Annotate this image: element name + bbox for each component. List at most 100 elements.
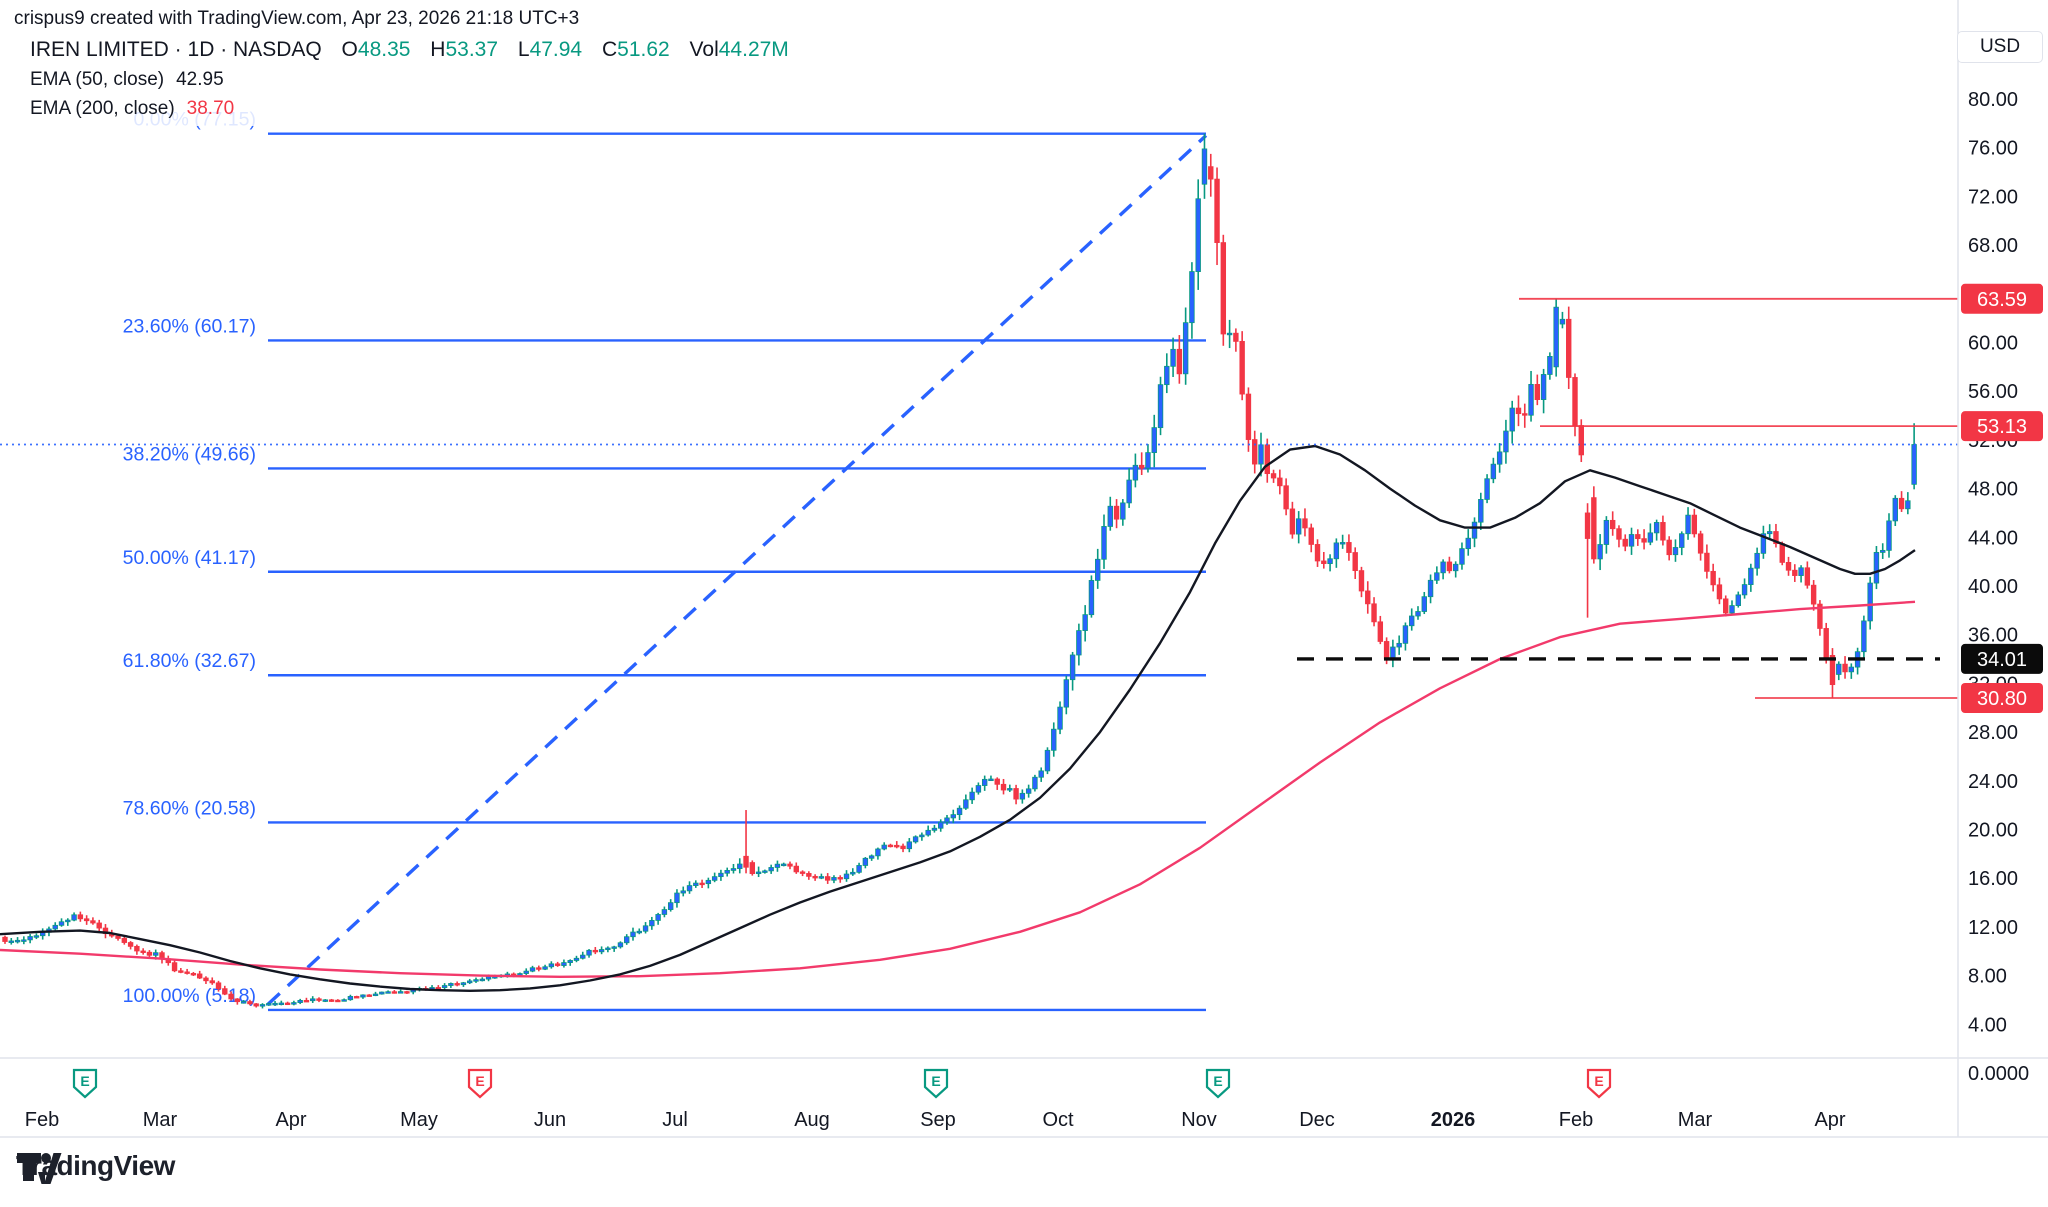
candle-up xyxy=(573,957,580,961)
y-axis-tick: 72.00 xyxy=(1968,186,2018,208)
candle-down xyxy=(1666,539,1672,556)
candle-up xyxy=(523,970,529,974)
earnings-icon[interactable] xyxy=(1586,1068,1612,1099)
ohlc-open: O48.35 xyxy=(341,38,411,61)
candle-up xyxy=(1496,451,1503,465)
candle-up xyxy=(680,890,686,894)
fib-level-label: 78.60% (20.58) xyxy=(123,797,256,819)
candle-up xyxy=(1164,365,1170,386)
currency-badge[interactable]: USD xyxy=(1957,31,2043,63)
earnings-icon[interactable] xyxy=(923,1068,949,1099)
candle-up xyxy=(768,867,774,872)
tradingview-logo[interactable]: TradingView xyxy=(16,1150,175,1184)
candle-down xyxy=(253,1003,259,1007)
candle-down xyxy=(592,949,599,953)
y-axis-tick: 68.00 xyxy=(1968,235,2018,257)
candle-down xyxy=(1000,783,1007,791)
fib-level-label: 38.20% (49.66) xyxy=(123,443,256,465)
candle-down xyxy=(435,987,442,990)
candle-up xyxy=(1547,356,1553,375)
candle-up xyxy=(831,877,837,881)
candle-up xyxy=(862,857,869,866)
price-badge xyxy=(1961,283,2043,314)
ema50-legend[interactable]: EMA (50, close) 42.95 xyxy=(30,69,224,90)
candle-up xyxy=(372,993,379,997)
symbol-title[interactable]: IREN LIMITED · 1D · NASDAQ xyxy=(30,38,322,61)
candle-up xyxy=(1766,531,1773,535)
candle-up xyxy=(1653,522,1660,534)
ema200-value: 38.70 xyxy=(186,98,235,119)
candle-down xyxy=(1176,348,1183,375)
candle-up xyxy=(724,870,730,874)
symbol-legend: IREN LIMITED · 1D · NASDAQ O48.35 H53.37… xyxy=(18,34,801,126)
candle-up xyxy=(693,882,699,886)
month-label: Nov xyxy=(1181,1109,1217,1131)
candle-up xyxy=(781,863,787,867)
candle-down xyxy=(799,871,806,874)
candle-up xyxy=(667,902,674,910)
candle-down xyxy=(787,863,793,867)
ema200-legend[interactable]: EMA (200, close) 38.70 xyxy=(30,98,235,119)
candle-up xyxy=(944,817,950,823)
candle-down xyxy=(1252,439,1258,465)
candle-up xyxy=(636,930,642,934)
month-label: Mar xyxy=(143,1109,178,1131)
candle-up xyxy=(1189,271,1195,324)
fib-level-label: 50.00% (41.17) xyxy=(123,547,256,569)
candle-up xyxy=(1597,544,1603,560)
earnings-icon[interactable] xyxy=(1205,1068,1231,1099)
candle-up xyxy=(52,924,58,930)
candle-up xyxy=(1873,552,1880,584)
candle-up xyxy=(1729,605,1735,614)
candle-down xyxy=(1842,663,1848,673)
candle-up xyxy=(1741,584,1748,596)
candle-up xyxy=(1603,519,1610,545)
fib-trendline[interactable] xyxy=(266,134,1208,1006)
candle-up xyxy=(341,999,347,1002)
candle-down xyxy=(1804,567,1811,586)
candle-up xyxy=(938,821,944,829)
candle-up xyxy=(27,936,33,941)
y-axis-tick: 56.00 xyxy=(1968,381,2018,403)
month-label: Apr xyxy=(275,1109,306,1131)
candle-down xyxy=(366,994,372,997)
candle-up xyxy=(598,949,605,953)
candle-up xyxy=(605,947,611,951)
candle-up xyxy=(153,952,159,956)
candle-down xyxy=(1365,590,1371,605)
earnings-icon[interactable] xyxy=(467,1068,493,1099)
y-axis-tick: 40.00 xyxy=(1968,576,2018,598)
candle-up xyxy=(737,863,743,869)
price-badge xyxy=(1961,683,2043,714)
earnings-icon-letter: E xyxy=(931,1073,940,1089)
candle-down xyxy=(1635,534,1641,540)
earnings-icon[interactable] xyxy=(72,1068,98,1099)
earnings-icon-letter: E xyxy=(80,1073,89,1089)
candle-down xyxy=(203,977,209,982)
candle-up xyxy=(1459,548,1465,565)
month-label: Jun xyxy=(534,1109,566,1131)
candle-down xyxy=(1377,621,1384,642)
candle-up xyxy=(310,998,316,1002)
candle-up xyxy=(485,976,492,980)
candle-up xyxy=(385,991,391,994)
candle-up xyxy=(542,966,548,970)
candle-up xyxy=(278,1002,285,1006)
candle-down xyxy=(1616,528,1622,540)
candle-down xyxy=(1239,340,1245,395)
candle-down xyxy=(1446,561,1453,572)
candle-down xyxy=(1898,497,1905,510)
symbol-row: IREN LIMITED · 1D · NASDAQ O48.35 H53.37… xyxy=(30,38,789,62)
ema200-line[interactable] xyxy=(0,600,1916,978)
ema50-line[interactable] xyxy=(0,444,1916,992)
candle-up xyxy=(931,827,938,831)
candle-down xyxy=(1208,166,1214,180)
candle-up xyxy=(1465,537,1471,550)
price-badge xyxy=(1961,411,2043,442)
candle-up xyxy=(988,778,994,782)
candle-down xyxy=(134,945,140,952)
candle-wick xyxy=(1768,524,1771,538)
candle-down xyxy=(1321,560,1327,564)
candle-up xyxy=(975,785,982,793)
